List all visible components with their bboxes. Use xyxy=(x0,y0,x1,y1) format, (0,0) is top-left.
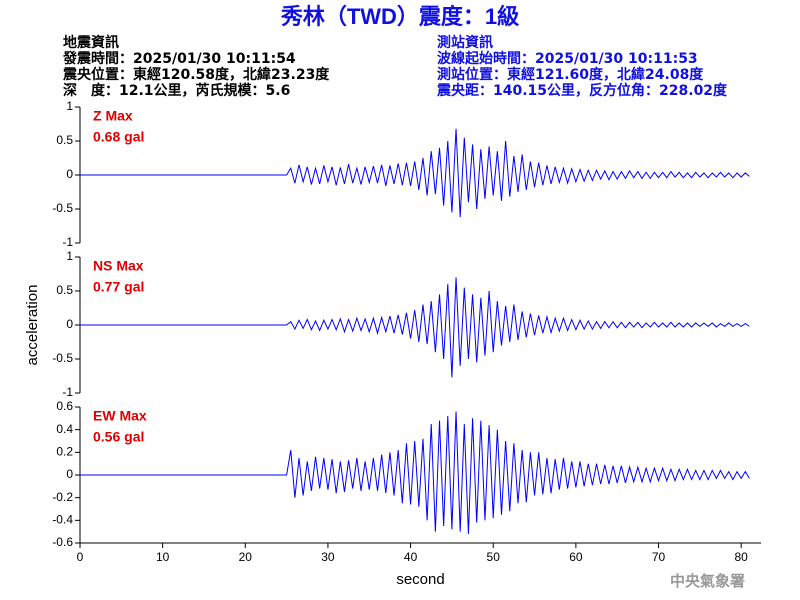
annotation: 0.68 gal xyxy=(93,129,144,145)
y-tick-label: 0.5 xyxy=(56,283,73,297)
y-tick-label: 0 xyxy=(66,317,73,331)
annotation: EW Max xyxy=(93,408,147,424)
x-tick-label: 80 xyxy=(734,550,748,564)
y-tick-label: -1 xyxy=(62,385,73,399)
annotation: NS Max xyxy=(93,258,144,274)
waveform xyxy=(80,128,750,218)
x-tick-label: 10 xyxy=(156,550,170,564)
x-tick-label: 30 xyxy=(321,550,335,564)
y-tick-label: 0.2 xyxy=(56,445,73,459)
y-tick-label: -0.6 xyxy=(52,535,73,549)
x-tick-label: 60 xyxy=(569,550,583,564)
x-tick-label: 20 xyxy=(239,550,253,564)
annotation: Z Max xyxy=(93,108,133,124)
y-tick-label: 0.6 xyxy=(56,399,73,413)
y-tick-label: 0.4 xyxy=(56,422,73,436)
header-left: 地震資訊 xyxy=(63,34,119,51)
header-left: 震央位置：東經120.58度，北緯23.23度 xyxy=(62,66,330,83)
x-tick-label: 40 xyxy=(404,550,418,564)
x-tick-label: 50 xyxy=(487,550,501,564)
annotation: 0.56 gal xyxy=(93,429,144,445)
y-axis-label: acceleration xyxy=(24,285,41,366)
x-tick-label: 70 xyxy=(652,550,666,564)
header-left: 深 度：12.1公里，芮氏規模：5.6 xyxy=(63,82,290,99)
header-left: 發震時間：2025/01/30 10:11:54 xyxy=(62,50,296,67)
header-right: 波線起始時間：2025/01/30 10:11:53 xyxy=(437,50,698,67)
y-tick-label: 0 xyxy=(66,167,73,181)
header-right: 測站資訊 xyxy=(437,34,493,51)
x-tick-label: 0 xyxy=(77,550,84,564)
y-tick-label: 1 xyxy=(66,99,73,113)
x-axis-label: second xyxy=(396,571,444,588)
y-tick-label: -1 xyxy=(62,235,73,249)
y-tick-label: 0 xyxy=(66,467,73,481)
annotation: 0.77 gal xyxy=(93,279,144,295)
y-tick-label: -0.5 xyxy=(52,201,73,215)
y-tick-label: 1 xyxy=(66,249,73,263)
header-right: 測站位置：東經121.60度，北緯24.08度 xyxy=(437,66,704,83)
y-tick-label: -0.5 xyxy=(52,351,73,365)
footer: 中央氣象署 xyxy=(670,572,745,590)
header-right: 震央距：140.15公里，反方位角：228.02度 xyxy=(436,82,728,99)
y-tick-label: 0.5 xyxy=(56,133,73,147)
y-tick-label: -0.2 xyxy=(52,490,73,504)
y-tick-label: -0.4 xyxy=(52,513,73,527)
chart-title: 秀林（TWD）震度：1級 xyxy=(280,4,519,29)
waveform xyxy=(80,411,750,534)
waveform xyxy=(80,277,750,378)
